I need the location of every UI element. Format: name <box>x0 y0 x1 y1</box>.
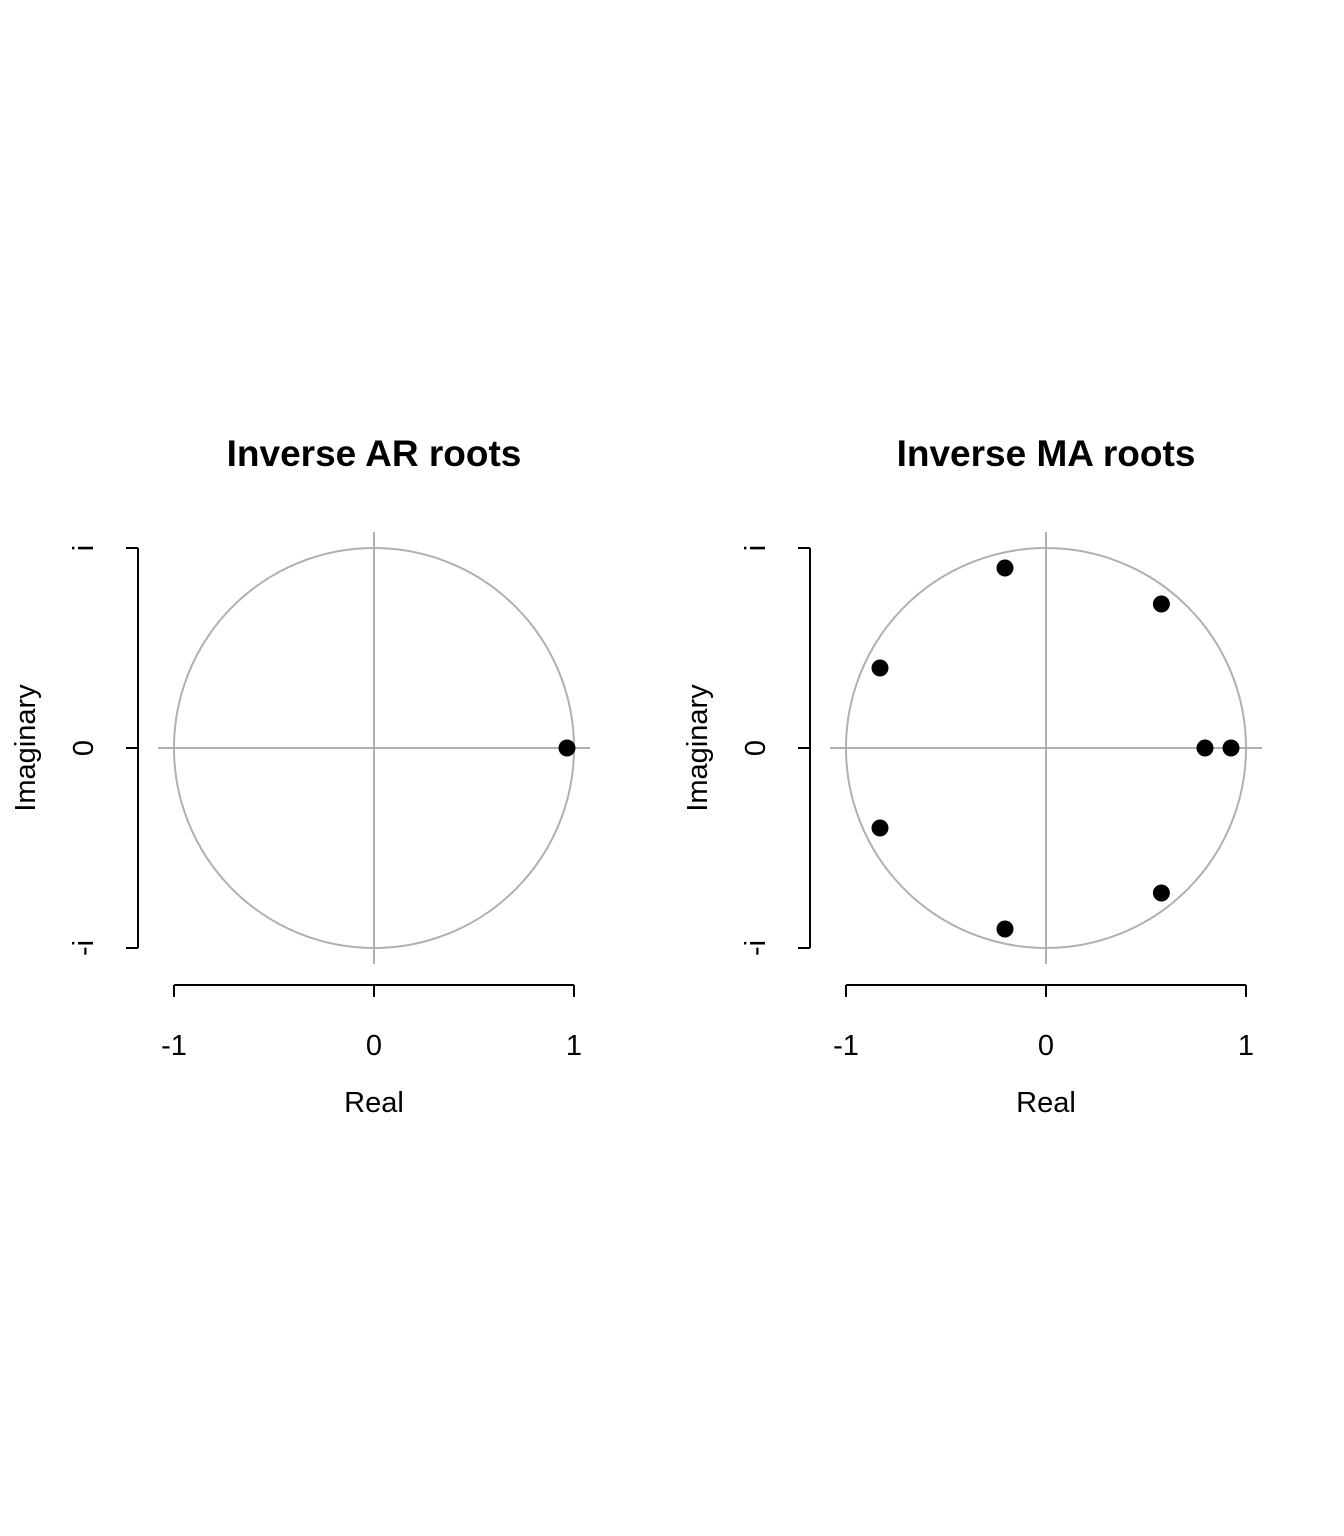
x-tick-label: 0 <box>366 1030 382 1062</box>
root-point <box>558 739 576 757</box>
plot-area: -1 0 1 -i 0 i <box>68 532 590 1062</box>
x-axis-label: Real <box>344 1087 404 1119</box>
x-tick-label: -1 <box>161 1030 187 1062</box>
x-axis-label: Real <box>1016 1087 1076 1119</box>
y-tick-label: 0 <box>68 740 100 756</box>
root-point <box>1196 739 1214 757</box>
root-point <box>996 920 1014 938</box>
root-point <box>996 559 1014 577</box>
y-tick-label: 0 <box>740 740 772 756</box>
y-tick-label: i <box>68 545 100 551</box>
y-axis-label: Imaginary <box>682 684 714 812</box>
x-tick-label: 1 <box>566 1030 582 1062</box>
x-tick-label: -1 <box>833 1030 859 1062</box>
plot-area: -1 0 1 -i 0 i <box>740 532 1262 1062</box>
root-point <box>1222 739 1240 757</box>
root-point <box>1152 884 1170 902</box>
y-tick-label: i <box>740 545 772 551</box>
x-tick-label: 0 <box>1038 1030 1054 1062</box>
x-tick-label: 1 <box>1238 1030 1254 1062</box>
y-axis-label: Imaginary <box>10 684 42 812</box>
y-tick-label: -i <box>740 940 772 956</box>
root-point <box>871 659 889 677</box>
chart-title: Inverse MA roots <box>897 433 1196 474</box>
root-point <box>1152 595 1170 613</box>
panel-inverse-ar-roots: Inverse AR roots -1 0 1 -i 0 i Real Imaginary <box>10 433 590 1119</box>
y-tick-label: -i <box>68 940 100 956</box>
chart-title: Inverse AR roots <box>227 433 522 474</box>
unit-circle <box>845 547 1247 949</box>
root-point <box>871 819 889 837</box>
panel-inverse-ma-roots: Inverse MA roots -1 0 1 -i 0 i Real Imaginary <box>682 433 1262 1119</box>
